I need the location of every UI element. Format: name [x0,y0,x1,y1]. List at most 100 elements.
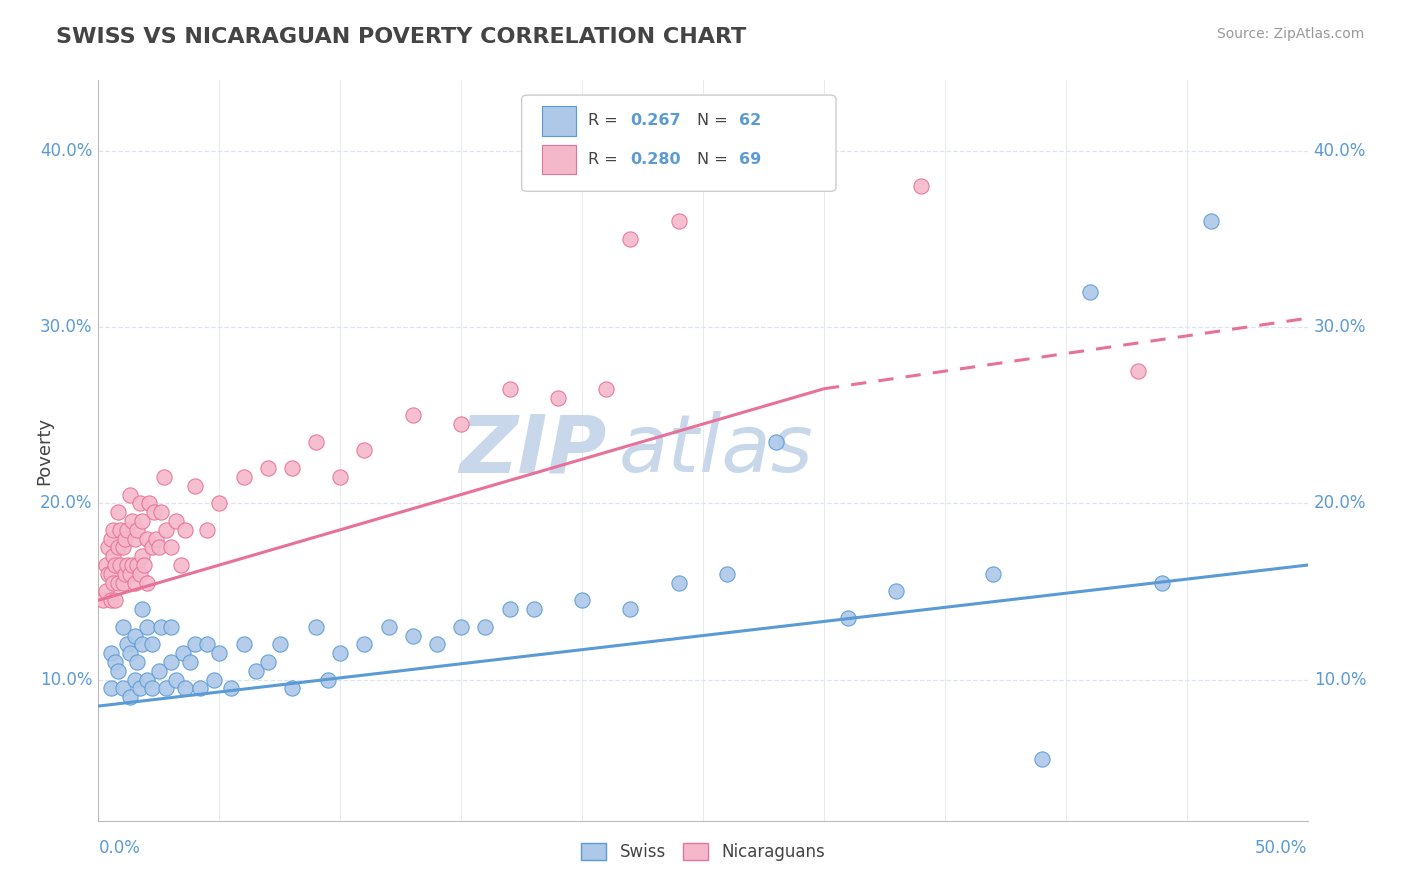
Point [114,566,136,581]
Text: 50.0%: 50.0% [1256,839,1308,857]
Point [523,602,546,616]
Point [353,443,375,458]
Point [402,408,425,422]
Point [124,575,146,590]
Point [131,637,153,651]
Text: Source: ZipAtlas.com: Source: ZipAtlas.com [1216,27,1364,41]
Point [450,417,472,431]
Text: 0.0%: 0.0% [98,839,141,857]
Text: 40.0%: 40.0% [1313,142,1367,160]
Point [121,514,143,528]
Point [668,575,690,590]
Point [474,620,496,634]
Point [1078,285,1101,299]
Point [118,646,141,660]
Point [101,575,124,590]
Point [135,620,157,634]
Point [619,602,641,616]
Point [571,593,593,607]
Point [195,523,218,537]
Point [104,655,127,669]
Text: 62: 62 [740,113,762,128]
Point [269,637,291,651]
Point [111,575,134,590]
Text: 10.0%: 10.0% [1313,671,1367,689]
Point [179,655,201,669]
Point [765,434,787,449]
Point [148,541,170,555]
Point [195,637,218,651]
Text: 10.0%: 10.0% [39,671,93,689]
Point [100,532,122,546]
Point [107,575,129,590]
Point [152,470,174,484]
Point [174,523,197,537]
Point [910,179,932,194]
Point [245,664,267,678]
Point [97,541,120,555]
Point [128,681,150,696]
Point [117,637,139,651]
Point [100,566,122,581]
Point [117,558,139,572]
Point [174,681,197,696]
Text: 30.0%: 30.0% [39,318,93,336]
Point [100,646,122,660]
Point [208,646,231,660]
Text: 69: 69 [740,152,762,167]
Point [232,470,254,484]
Point [377,620,399,634]
Point [145,532,167,546]
Point [256,655,278,669]
Point [127,523,149,537]
Point [172,646,194,660]
Point [118,690,141,705]
Point [101,549,124,564]
Point [1031,752,1053,766]
Point [155,681,177,696]
Point [111,620,134,634]
Point [1199,214,1222,228]
Point [426,637,449,651]
Text: 40.0%: 40.0% [39,142,93,160]
Point [114,532,136,546]
Point [184,479,207,493]
Point [160,541,183,555]
Point [101,523,124,537]
Point [353,637,375,651]
Point [595,382,617,396]
Point [316,673,339,687]
Point [127,655,149,669]
Text: 20.0%: 20.0% [39,494,93,512]
Point [188,681,211,696]
Point [305,620,328,634]
Point [160,620,183,634]
Point [100,593,122,607]
Point [886,584,908,599]
Point [716,566,738,581]
Text: R =: R = [588,113,623,128]
Point [111,541,134,555]
Point [165,514,187,528]
Point [204,673,226,687]
Point [184,637,207,651]
Point [155,523,177,537]
Point [107,664,129,678]
Point [141,541,163,555]
Point [141,637,163,651]
Point [107,505,129,519]
Point [150,505,173,519]
Point [118,487,141,501]
Point [128,496,150,510]
Point [305,434,328,449]
Point [256,461,278,475]
Text: 0.280: 0.280 [630,152,681,167]
Point [232,637,254,651]
Point [498,382,520,396]
Text: SWISS VS NICARAGUAN POVERTY CORRELATION CHART: SWISS VS NICARAGUAN POVERTY CORRELATION … [56,27,747,46]
FancyBboxPatch shape [543,145,576,174]
Point [107,541,129,555]
Point [134,558,156,572]
Point [104,593,127,607]
Point [131,549,153,564]
